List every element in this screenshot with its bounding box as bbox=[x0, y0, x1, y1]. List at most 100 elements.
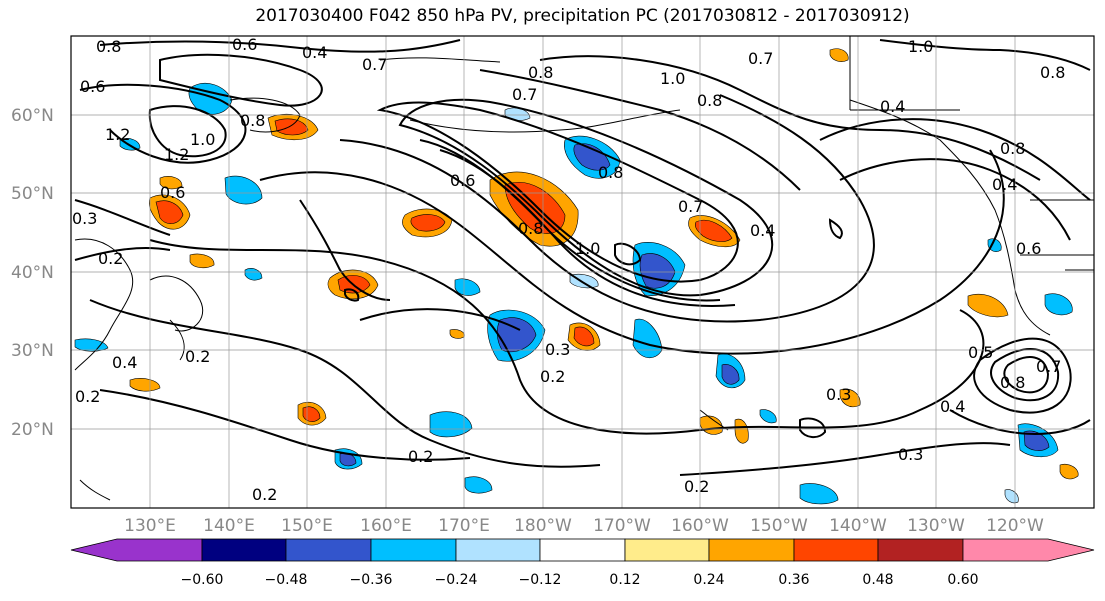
contour-line bbox=[79, 83, 247, 164]
precip-strong-positive-area bbox=[694, 219, 733, 242]
colorbar-segment bbox=[708, 538, 795, 562]
precip-strong-negative-area bbox=[721, 364, 740, 385]
colorbar-tick-label: 0.12 bbox=[609, 572, 640, 588]
precip-strong-positive-area bbox=[573, 326, 595, 347]
contour-line bbox=[839, 158, 1071, 241]
lat-label: 40°N bbox=[11, 263, 54, 283]
colorbar-tick-label: −0.48 bbox=[265, 572, 308, 588]
coastline bbox=[79, 479, 111, 501]
colorbar-tick-label: −0.36 bbox=[350, 572, 393, 588]
lon-label: 180°W bbox=[514, 516, 572, 536]
contour-label: 1.0 bbox=[660, 69, 685, 88]
map-title: 2017030400 F042 850 hPa PV, precipitatio… bbox=[255, 6, 910, 26]
contour-label: 0.7 bbox=[678, 197, 703, 216]
contour-line bbox=[479, 69, 801, 191]
colorbar-segment bbox=[455, 538, 541, 562]
lon-label: 160°E bbox=[360, 516, 412, 536]
colorbar-tick-label: 0.36 bbox=[778, 572, 809, 588]
contour-label: 0.4 bbox=[992, 175, 1017, 194]
contour-label: 0.3 bbox=[898, 445, 923, 464]
coastlines bbox=[74, 36, 1094, 501]
contour-label: 0.6 bbox=[160, 183, 185, 202]
contour-line bbox=[344, 288, 360, 302]
colorbar-tick-label: −0.12 bbox=[519, 572, 562, 588]
precip-positive-area bbox=[734, 418, 749, 444]
contour-line bbox=[398, 98, 773, 297]
colorbar-segment bbox=[70, 538, 203, 562]
contour-label: 0.2 bbox=[75, 387, 100, 406]
contour-label: 0.8 bbox=[598, 163, 623, 182]
contour-line bbox=[949, 409, 1091, 435]
colorbar-tick-label: −0.24 bbox=[435, 572, 478, 588]
contour-label: 1.2 bbox=[105, 125, 130, 144]
contour-label: 0.4 bbox=[112, 353, 137, 372]
contour-label: 0.8 bbox=[518, 219, 543, 238]
lat-label: 20°N bbox=[11, 420, 54, 440]
precip-negative-area bbox=[464, 476, 493, 494]
contour-line bbox=[89, 299, 601, 468]
coastline bbox=[849, 99, 1051, 336]
contour-label: 0.7 bbox=[362, 55, 387, 74]
contour-label: 0.3 bbox=[545, 340, 570, 359]
lat-label: 30°N bbox=[11, 341, 54, 361]
coastline bbox=[379, 57, 501, 63]
precip-negative-area bbox=[244, 268, 263, 281]
contour-label: 0.6 bbox=[80, 77, 105, 96]
contour-line bbox=[74, 199, 171, 236]
contour-label: 0.6 bbox=[232, 35, 257, 54]
colorbar-tick-label: 0.48 bbox=[862, 572, 893, 588]
precip-strong-negative-area bbox=[573, 143, 611, 171]
contour-line bbox=[74, 247, 171, 261]
lon-label: 150°W bbox=[750, 516, 808, 536]
lon-label: 150°E bbox=[281, 516, 333, 536]
contour-label: 1.0 bbox=[575, 239, 600, 258]
coastline bbox=[74, 238, 134, 371]
contour-line bbox=[679, 442, 1011, 476]
colorbar-tick-label: 0.60 bbox=[947, 572, 978, 588]
precip-positive-area bbox=[1059, 463, 1079, 480]
contour-line bbox=[259, 149, 1005, 355]
contour-label: 0.2 bbox=[185, 347, 210, 366]
contour-label: 0.6 bbox=[1016, 239, 1041, 258]
colorbar-segment bbox=[962, 538, 1095, 562]
colorbar-segment bbox=[370, 538, 457, 562]
contour-line bbox=[1003, 356, 1050, 394]
pv-contours bbox=[74, 39, 1091, 476]
contour-label: 0.2 bbox=[252, 485, 277, 504]
lon-label: 130°W bbox=[907, 516, 965, 536]
contour-label: 0.6 bbox=[450, 171, 475, 190]
contour-label: 0.8 bbox=[1040, 63, 1065, 82]
graticule bbox=[71, 36, 1094, 508]
contour-label: 0.8 bbox=[96, 37, 121, 56]
precip-positive-area bbox=[839, 388, 861, 408]
longitude-labels: 130°E 140°E 150°E 160°E 170°E 180°W 170°… bbox=[124, 516, 1044, 536]
contour-label: 1.2 bbox=[164, 145, 189, 164]
latitude-labels: 60°N 50°N 40°N 30°N 20°N bbox=[11, 106, 54, 440]
contour-label: 0.4 bbox=[750, 221, 775, 240]
contour-line bbox=[614, 242, 642, 266]
lon-label: 120°W bbox=[986, 516, 1044, 536]
colorbar-segment bbox=[201, 538, 287, 562]
contour-line bbox=[819, 118, 1091, 201]
contour-line bbox=[339, 94, 875, 323]
lon-label: 140°E bbox=[203, 516, 255, 536]
lat-label: 60°N bbox=[11, 106, 54, 126]
map-frame bbox=[70, 35, 1095, 509]
precip-negative-area bbox=[74, 338, 109, 352]
contour-line bbox=[828, 218, 843, 240]
contour-line bbox=[539, 55, 1041, 181]
contour-label: 0.8 bbox=[697, 91, 722, 110]
precip-strong-positive-area bbox=[410, 214, 446, 232]
lon-label: 140°W bbox=[829, 516, 887, 536]
precip-negative-area bbox=[759, 409, 777, 424]
contour-label: 0.3 bbox=[826, 385, 851, 404]
contour-label: 0.8 bbox=[240, 111, 265, 130]
precip-negative-area bbox=[1044, 293, 1073, 316]
colorbar-segment bbox=[624, 538, 710, 562]
contour-label: 0.8 bbox=[1000, 139, 1025, 158]
contour-label: 0.4 bbox=[940, 397, 965, 416]
contour-label: 1.0 bbox=[190, 130, 215, 149]
contour-line bbox=[159, 53, 323, 107]
coastline bbox=[409, 109, 681, 133]
contour-label: 0.2 bbox=[540, 367, 565, 386]
